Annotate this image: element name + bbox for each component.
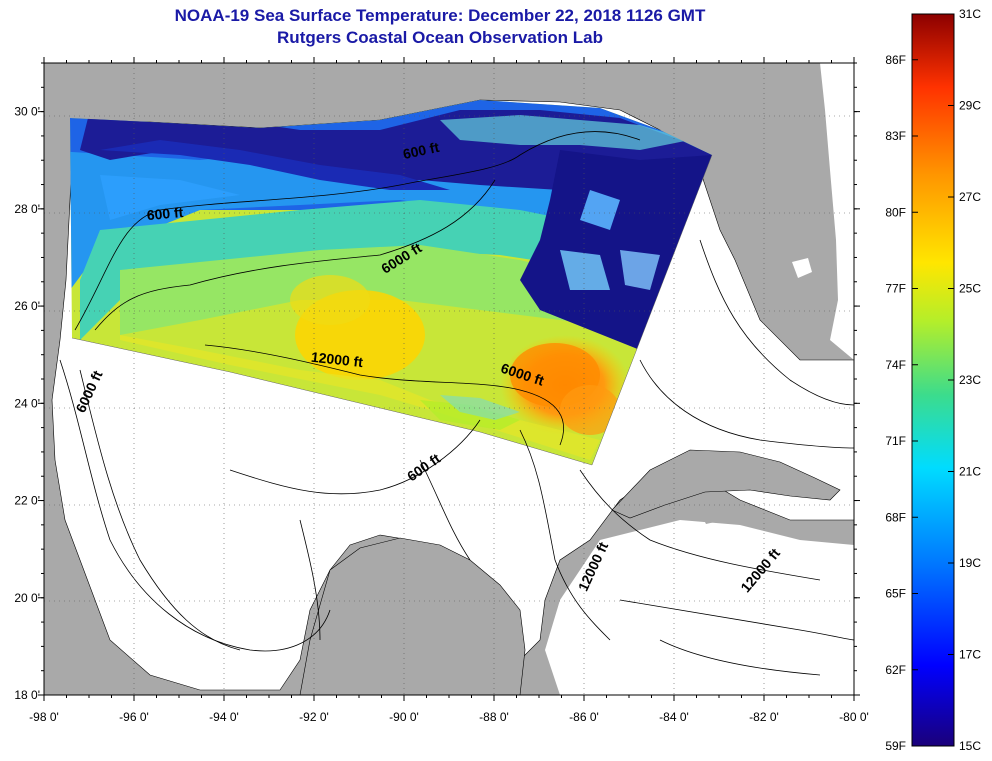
contour-label: 12000 ft: [310, 349, 364, 370]
axis-ticks: [38, 57, 860, 701]
colorbar-ramp: [911, 13, 955, 747]
yucatan-land: [299, 537, 526, 695]
map-area: [44, 63, 854, 695]
colorbar-celsius-label: 19C: [959, 556, 981, 570]
lake-okeechobee: [792, 258, 812, 278]
colorbar-fahrenheit-labels: 86F 83F 80F 77F 74F 71F 68F 65F 62F 59F: [885, 53, 918, 753]
latitude-axis: 30 0' 28 0' 26 0' 24 0' 22 0' 20 0' 18 0': [14, 105, 40, 702]
lon-tick-label: -84 0': [659, 710, 689, 724]
colorbar-fahrenheit-label: 68F: [885, 510, 906, 524]
lat-tick-label: 18 0': [14, 688, 40, 702]
colorbar-fahrenheit-label: 71F: [885, 434, 906, 448]
lat-tick-label: 26 0': [14, 299, 40, 313]
colorbar-fahrenheit-label: 65F: [885, 587, 906, 601]
colorbar-celsius-label: 29C: [959, 99, 981, 113]
colorbar-fahrenheit-label: 77F: [885, 282, 906, 296]
colorbar-celsius-labels: 31C 29C 27C 25C 23C 21C 19C 17C 15C: [948, 7, 981, 753]
lat-tick-label: 22 0': [14, 494, 40, 508]
colorbar-celsius-label: 31C: [959, 7, 981, 21]
atlantic-water: [820, 63, 854, 360]
lon-tick-label: -92 0': [299, 710, 329, 724]
temperature-colorbar: 86F 83F 80F 77F 74F 71F 68F 65F 62F 59F 31C 29C 27C…: [885, 7, 981, 753]
lon-tick-label: -90 0': [389, 710, 419, 724]
bathymetry-contours: [59, 131, 854, 676]
contour-label: 600 ft: [401, 139, 440, 162]
cuba-land: [611, 449, 841, 519]
lat-tick-label: 20 0': [14, 591, 40, 605]
colorbar-celsius-label: 25C: [959, 282, 981, 296]
sst-swath: [70, 100, 712, 465]
graticule: [44, 63, 854, 695]
lon-tick-label: -82 0': [749, 710, 779, 724]
lon-tick-label: -96 0': [119, 710, 149, 724]
colorbar-celsius-label: 15C: [959, 739, 981, 753]
colorbar-celsius-label: 21C: [959, 465, 981, 479]
colorbar-fahrenheit-label: 86F: [885, 53, 906, 67]
map-subtitle: Rutgers Coastal Ocean Observation Lab: [277, 28, 603, 47]
colorbar-fahrenheit-label: 80F: [885, 205, 906, 219]
colorbar-celsius-label: 17C: [959, 648, 981, 662]
caribbean-water: [545, 520, 854, 695]
lon-tick-label: -88 0': [479, 710, 509, 724]
lon-tick-label: -86 0': [569, 710, 599, 724]
colorbar-celsius-label: 27C: [959, 190, 981, 204]
longitude-axis: -98 0' -96 0' -94 0' -92 0' -90 0' -88 0' -86 …: [29, 710, 869, 724]
lon-tick-label: -80 0': [839, 710, 869, 724]
lat-tick-label: 30 0': [14, 105, 40, 119]
isle-of-youth: [700, 508, 724, 524]
colorbar-fahrenheit-label: 83F: [885, 129, 906, 143]
colorbar-celsius-label: 23C: [959, 373, 981, 387]
contour-label: 600 ft: [146, 204, 184, 223]
lat-tick-label: 28 0': [14, 202, 40, 216]
swath-edge: [71, 154, 713, 466]
colorbar-fahrenheit-label: 74F: [885, 358, 906, 372]
lat-tick-label: 24 0': [14, 396, 40, 410]
lon-tick-label: -94 0': [209, 710, 239, 724]
lon-tick-label: -98 0': [29, 710, 59, 724]
map-title: NOAA-19 Sea Surface Temperature: Decembe…: [174, 6, 706, 25]
colorbar-fahrenheit-label: 59F: [885, 739, 906, 753]
colorbar-fahrenheit-label: 62F: [885, 663, 906, 677]
